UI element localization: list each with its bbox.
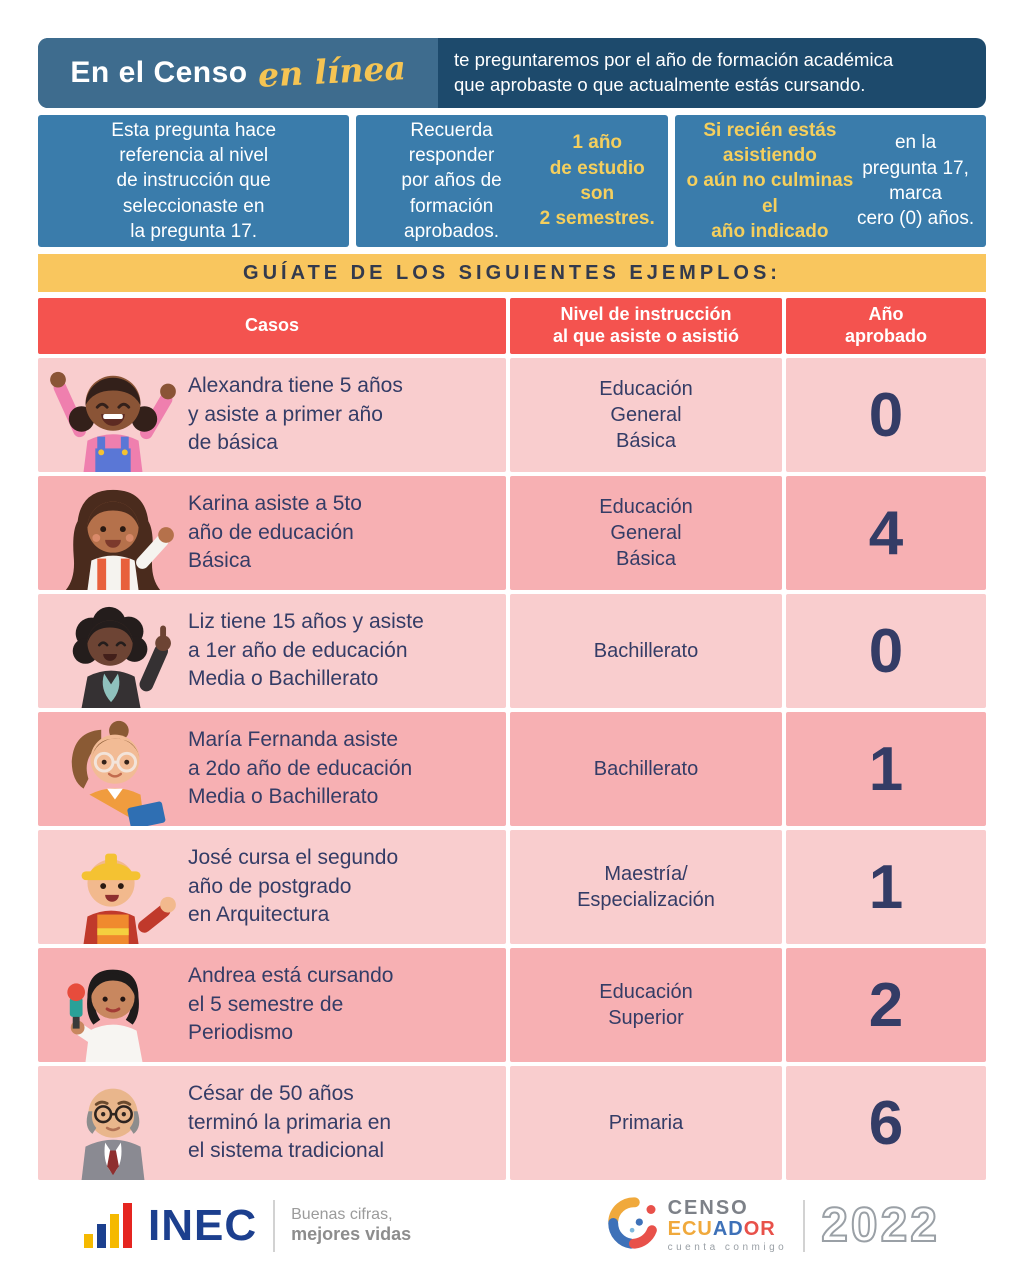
censo-swirl-icon	[606, 1196, 660, 1255]
woman-curly-hair-pointing-illustration	[38, 594, 188, 708]
inec-logo-group: INEC Buenas cifras, mejores vidas	[84, 1198, 411, 1253]
table-row-caso-cesar: César de 50 años terminó la primaria en …	[38, 1066, 506, 1180]
brand-script-en-linea: en línea	[256, 47, 407, 95]
nivel-cell: Primaria	[510, 1066, 782, 1180]
ecuador-word: ECUADOR	[667, 1217, 788, 1240]
table-row-caso-alexandra: Alexandra tiene 5 años y asiste a primer…	[38, 358, 506, 472]
nivel-cell: Bachillerato	[510, 712, 782, 826]
nivel-cell: Maestría/ Especialización	[510, 830, 782, 944]
header-banner: En el Censo en línea te preguntaremos po…	[38, 38, 986, 108]
examples-table: Casos Nivel de instrucción al que asiste…	[38, 298, 986, 1180]
inec-tagline-line1: Buenas cifras,	[291, 1206, 393, 1223]
man-construction-helmet-illustration	[38, 830, 188, 944]
censo-tagline: cuenta conmigo	[667, 1241, 788, 1253]
info-box-semestres: Recuerda responder por años de formación…	[356, 115, 668, 247]
inec-tagline-line2: mejores vidas	[291, 1224, 412, 1244]
caso-text: César de 50 años terminó la primaria en …	[188, 1081, 392, 1163]
column-header-casos: Casos	[38, 298, 506, 354]
table-row-caso-jose: José cursa el segundo año de postgrado e…	[38, 830, 506, 944]
table-row-caso-andrea: Andrea está cursando el 5 semestre de Pe…	[38, 948, 506, 1062]
nivel-cell: Educación Superior	[510, 948, 782, 1062]
ecuador-letters-blue: AD	[712, 1217, 744, 1240]
caso-text: Karina asiste a 5to año de educación Bás…	[188, 491, 362, 573]
inec-logo-text: INEC	[148, 1200, 258, 1250]
caso-text: Andrea está cursando el 5 semestre de Pe…	[188, 963, 394, 1045]
older-man-glasses-suit-illustration	[38, 1066, 188, 1180]
census-year: 2022	[820, 1198, 940, 1253]
brand-text: En el Censo	[70, 56, 248, 89]
censo-word: CENSO	[667, 1196, 749, 1219]
nivel-cell: Educación General Básica	[510, 358, 782, 472]
girl-long-hair-backpack-illustration	[38, 476, 188, 590]
anio-cell: 0	[786, 358, 986, 472]
column-header-nivel: Nivel de instrucción al que asiste o asi…	[510, 298, 782, 354]
girl-child-waving-illustration	[38, 358, 188, 472]
caso-text: Alexandra tiene 5 años y asiste a primer…	[188, 373, 403, 455]
info-boxes-row: Esta pregunta hace referencia al nivel d…	[38, 115, 986, 247]
table-row-caso-karina: Karina asiste a 5to año de educación Bás…	[38, 476, 506, 590]
caso-text: Liz tiene 15 años y asiste a 1er año de …	[188, 609, 424, 691]
censo-ecuador-logo-group: CENSO ECUADOR cuenta conmigo 2022	[606, 1196, 940, 1255]
anio-cell: 1	[786, 830, 986, 944]
anio-cell: 6	[786, 1066, 986, 1180]
footer: INEC Buenas cifras, mejores vidas	[38, 1196, 986, 1255]
nivel-cell: Educación General Básica	[510, 476, 782, 590]
examples-banner-title: GUÍATE DE LOS SIGUIENTES EJEMPLOS:	[38, 254, 986, 292]
caso-text: María Fernanda asiste a 2do año de educa…	[188, 727, 413, 809]
info-box3-highlight-text: Si recién estás asistiendo o aún no culm…	[686, 119, 854, 242]
info-box-pregunta-17: Esta pregunta hace referencia al nivel d…	[38, 115, 350, 247]
info-box-cero-anios: Si recién estás asistiendo o aún no culm…	[674, 115, 986, 247]
column-header-anio: Año aprobado	[786, 298, 986, 354]
info-box2-highlight-text: 1 año de estudio son 2 semestres.	[539, 132, 655, 230]
info-box3-normal-text: en la pregunta 17, marca cero (0) años.	[856, 132, 975, 230]
censo-logo-text: CENSO ECUADOR cuenta conmigo	[667, 1196, 788, 1254]
anio-cell: 2	[786, 948, 986, 1062]
table-row-caso-liz: Liz tiene 15 años y asiste a 1er año de …	[38, 594, 506, 708]
table-row-caso-maria-fernanda: María Fernanda asiste a 2do año de educa…	[38, 712, 506, 826]
ecuador-letters-red: OR	[743, 1217, 776, 1240]
woman-reporter-microphone-illustration	[38, 948, 188, 1062]
anio-cell: 1	[786, 712, 986, 826]
anio-cell: 0	[786, 594, 986, 708]
nivel-cell: Bachillerato	[510, 594, 782, 708]
anio-cell: 4	[786, 476, 986, 590]
brand-box: En el Censo en línea	[38, 38, 438, 108]
ecuador-letters-yellow: ECU	[667, 1217, 713, 1240]
header-intro-text: te preguntaremos por el año de formación…	[454, 49, 894, 95]
girl-glasses-ponytail-illustration	[38, 712, 188, 826]
info-box2-normal-text: Recuerda responder por años de formación…	[401, 119, 502, 242]
caso-text: José cursa el segundo año de postgrado e…	[188, 845, 399, 927]
footer-divider	[273, 1199, 276, 1252]
footer-divider	[803, 1199, 806, 1252]
inec-bars-icon	[84, 1198, 142, 1253]
